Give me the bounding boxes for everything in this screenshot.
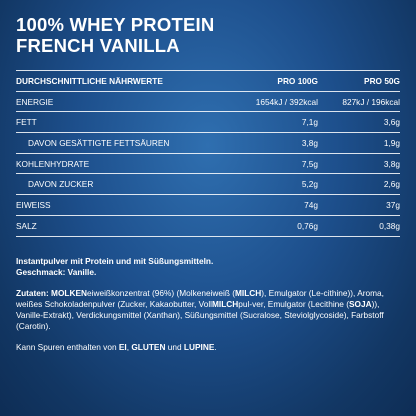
allergen-highlight: MILCH xyxy=(235,288,262,298)
table-row-energie: ENERGIE 1654kJ / 392kcal 827kJ / 196kcal xyxy=(16,92,400,113)
nutrition-table: DURCHSCHNITTLICHE NÄHRWERTE PRO 100G PRO… xyxy=(16,70,400,237)
row-value-50g: 1,9g xyxy=(383,137,400,148)
allergen-highlight: SOJA xyxy=(348,299,372,309)
product-title-line1: 100% WHEY PROTEIN xyxy=(16,14,215,35)
description-line2: Geschmack: Vanille. xyxy=(16,267,97,277)
ingredients-segment: eiweißkonzentrat (96%) (Molkeneiweiß ( xyxy=(87,288,236,298)
nutrition-table-header: DURCHSCHNITTLICHE NÄHRWERTE PRO 100G PRO… xyxy=(16,71,400,92)
trace-segment: und xyxy=(165,342,184,352)
trace-segment: . xyxy=(214,342,217,352)
ingredients-label: Zutaten: xyxy=(16,288,49,298)
allergen-highlight: MOLKEN xyxy=(51,288,87,298)
row-value-50g: 3,6g xyxy=(383,117,400,128)
table-row-zucker: DAVON ZUCKER 5,2g 2,6g xyxy=(16,174,400,196)
description-line1: Instantpulver mit Protein und mit Süßung… xyxy=(16,256,214,266)
product-description: Instantpulver mit Protein und mit Süßung… xyxy=(16,256,402,278)
header-label: DURCHSCHNITTLICHE NÄHRWERTE xyxy=(16,75,163,86)
row-value-100g: 5,2g xyxy=(301,179,318,190)
ingredients-segment: )), Vanille-Extrakt), Verdickungsmittel … xyxy=(16,299,384,331)
row-label: DAVON GESÄTTIGTE FETTSÄUREN xyxy=(28,137,170,148)
allergen-highlight: GLUTEN xyxy=(131,342,166,352)
row-value-50g: 3,8g xyxy=(383,158,400,169)
row-value-50g: 2,6g xyxy=(383,179,400,190)
row-value-100g: 1654kJ / 392kcal xyxy=(255,96,318,107)
ingredients-segment: pul-ver, Emulgator (Lecithine ( xyxy=(238,299,349,309)
table-row-eiweiss: EIWEISS 74g 37g xyxy=(16,195,400,216)
trace-segment: , xyxy=(126,342,132,352)
row-label: EIWEISS xyxy=(16,199,51,210)
row-value-100g: 74g xyxy=(304,199,318,210)
row-value-100g: 7,1g xyxy=(301,117,318,128)
table-row-kohlenhydrate: KOHLENHYDRATE 7,5g 3,8g xyxy=(16,154,400,175)
row-value-100g: 0,76g xyxy=(297,220,318,231)
row-value-50g: 827kJ / 196kcal xyxy=(342,96,400,107)
product-title-line2: FRENCH VANILLA xyxy=(16,35,180,56)
allergen-highlight: LUPINE xyxy=(183,342,215,352)
allergen-highlight: EI xyxy=(118,342,127,352)
row-value-100g: 3,8g xyxy=(301,137,318,148)
row-value-50g: 37g xyxy=(386,199,400,210)
header-col-50g: PRO 50G xyxy=(364,75,400,86)
ingredients-text: Zutaten: MOLKENeiweißkonzentrat (96%) (M… xyxy=(16,288,402,332)
ingredients-segment: ), Emulgator (Le-cithine)), Aroma, weiße… xyxy=(16,288,384,309)
table-row-fett: FETT 7,1g 3,6g xyxy=(16,112,400,134)
row-label: SALZ xyxy=(16,220,37,231)
table-row-gesaettigte-fettsaeuren: DAVON GESÄTTIGTE FETTSÄUREN 3,8g 1,9g xyxy=(16,133,400,154)
table-row-salz: SALZ 0,76g 0,38g xyxy=(16,216,400,237)
allergen-highlight: MILCH xyxy=(212,299,239,309)
trace-segment: Kann Spuren enthalten von xyxy=(16,342,119,352)
row-label: DAVON ZUCKER xyxy=(28,179,94,190)
row-value-100g: 7,5g xyxy=(301,158,318,169)
product-title: 100% WHEY PROTEIN FRENCH VANILLA xyxy=(16,14,214,56)
product-notes: Instantpulver mit Protein und mit Süßung… xyxy=(16,256,402,363)
row-value-50g: 0,38g xyxy=(379,220,400,231)
row-label: ENERGIE xyxy=(16,96,54,107)
row-label: FETT xyxy=(16,117,37,128)
header-col-100g: PRO 100G xyxy=(277,75,318,86)
row-label: KOHLENHYDRATE xyxy=(16,158,90,169)
allergen-trace-note: Kann Spuren enthalten von EI, GLUTEN und… xyxy=(16,342,402,353)
